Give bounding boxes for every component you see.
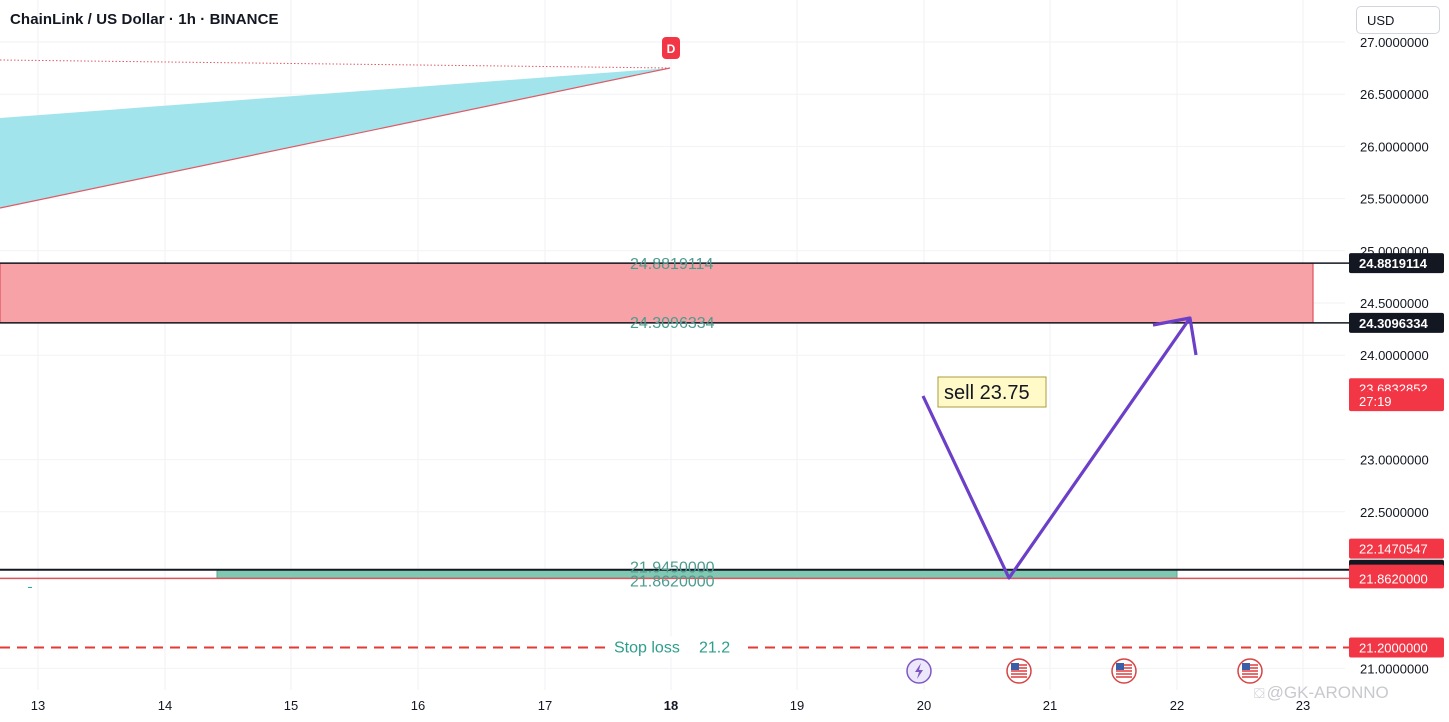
time-tick-label: 22: [1170, 698, 1184, 713]
time-tick-label: 23: [1296, 698, 1310, 713]
sell-note-text: sell 23.75: [944, 382, 1030, 404]
price-label-bg: [1349, 253, 1444, 274]
price-axis: 27.0000000 26.5000000 26.0000000 25.5000000…: [1349, 35, 1444, 676]
price-label: 21.8620000: [1359, 571, 1428, 586]
price-label-bg: [1349, 637, 1444, 658]
candle-body: [28, 586, 32, 588]
price-label: 22.1470547: [1359, 542, 1428, 557]
price-tick-label: 23.0000000: [1360, 453, 1429, 468]
price-label-bg: [1349, 312, 1444, 333]
projection-arrowhead: [1152, 316, 1198, 356]
price-label: 24.8819114: [1359, 256, 1428, 271]
price-label: 27:19: [1359, 394, 1392, 409]
price-label-bg: [1349, 568, 1444, 589]
stop-loss-label: Stop loss: [614, 640, 680, 657]
time-tick-label: 15: [284, 698, 298, 713]
price-tick-label: 24.0000000: [1360, 348, 1429, 363]
flash-event-icon: [906, 658, 932, 684]
symbol-title: ChainLink / US Dollar · 1h · BINANCE: [10, 11, 279, 28]
time-tick-label: 19: [790, 698, 804, 713]
price-label-bg: [1349, 391, 1444, 412]
resistance-zone-rect: [0, 262, 1314, 324]
price-label: 24.3096334: [1359, 316, 1428, 331]
stop-loss-value: 21.2: [699, 640, 730, 657]
resistance-top-label: 24.8819114: [630, 256, 713, 273]
price-tick-label: 27.0000000: [1360, 35, 1429, 50]
price-tick-label: 24.5000000: [1360, 296, 1429, 311]
price-label-bg: [1349, 538, 1444, 559]
flag-icon-canton: [1242, 663, 1250, 670]
time-tick-label: 21: [1043, 698, 1057, 713]
price-label: 21.2000000: [1359, 641, 1428, 656]
time-tick-label: 16: [411, 698, 425, 713]
flag-icon-canton: [1116, 663, 1124, 670]
watermark-icon: ⛋: [1254, 685, 1265, 701]
pattern-marker-badge: [662, 37, 680, 59]
flag-icon-canton: [1011, 663, 1019, 670]
watermark: ⛋ @GK-ARONNO: [1254, 683, 1389, 703]
time-tick-label: 13: [31, 698, 45, 713]
event-icons: [906, 658, 1263, 684]
sell-note: sell 23.75: [937, 376, 1047, 408]
price-tick-label: 22.5000000: [1360, 505, 1429, 520]
stop-loss-label-bg: [608, 636, 748, 657]
flash-icon-bolt: [915, 663, 923, 679]
time-axis: 13 14 15 16 17 18 19 20 21 22 23: [31, 698, 1310, 713]
wedge-lower-line: [0, 67, 671, 209]
candles: [28, 586, 32, 588]
watermark-text: @GK-ARONNO: [1266, 683, 1389, 702]
wedge-upper-line: [0, 59, 671, 69]
pattern-marker-label: D: [667, 42, 676, 56]
us-flag-event-icon: [1111, 658, 1137, 684]
price-tick-label: 26.5000000: [1360, 87, 1429, 102]
us-flag-event-icon: [1237, 658, 1263, 684]
price-tick-label: 21.0000000: [1360, 661, 1429, 676]
wedge-pattern: D: [0, 37, 680, 209]
resistance-zone: 24.8819114 24.3096334: [0, 256, 1349, 332]
resistance-bottom-label: 24.3096334: [630, 315, 715, 332]
time-tick-label: 20: [917, 698, 931, 713]
stop-loss: Stop loss 21.2: [0, 636, 1349, 657]
us-flag-event-icon: [1006, 658, 1032, 684]
currency-button[interactable]: USD: [1356, 6, 1440, 34]
support-bottom-label: 21.8620000: [630, 573, 715, 590]
time-tick-label: 18: [664, 698, 678, 713]
price-tick-label: 26.0000000: [1360, 139, 1429, 154]
support-top-label: 21.9450000: [630, 560, 715, 577]
sell-note-box: [937, 376, 1047, 408]
price-tick-label: 25.5000000: [1360, 192, 1429, 207]
time-tick-label: 14: [158, 698, 172, 713]
projection-arrows: [921, 316, 1198, 580]
projection-path: [921, 317, 1192, 580]
time-tick-label: 17: [538, 698, 552, 713]
